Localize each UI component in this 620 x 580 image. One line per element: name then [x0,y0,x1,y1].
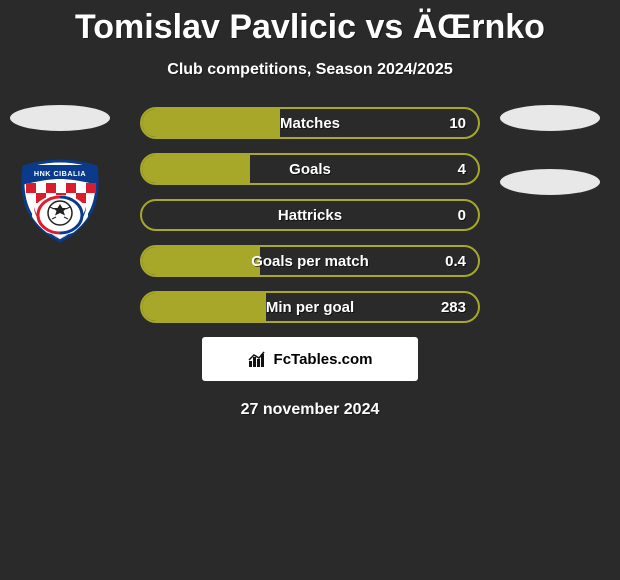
player-left-column: HNK CIBALIA [10,107,110,243]
stat-bar-matches: Matches 10 [140,107,480,139]
stat-label: Goals per match [142,247,478,275]
club-badge-left: HNK CIBALIA [10,159,110,243]
date-label: 27 november 2024 [0,401,620,419]
subtitle: Club competitions, Season 2024/2025 [0,61,620,79]
stat-label: Hattricks [142,201,478,229]
page-title: Tomislav Pavlicic vs ÄŒrnko [0,0,620,47]
stat-bar-goals-per-match: Goals per match 0.4 [140,245,480,277]
player-left-placeholder-1 [10,105,110,131]
stat-bar-goals: Goals 4 [140,153,480,185]
site-badge[interactable]: FcTables.com [202,337,418,381]
stat-value: 10 [449,109,466,137]
stat-bar-hattricks: Hattricks 0 [140,199,480,231]
club-crest-icon: HNK CIBALIA [16,157,104,245]
stat-value: 0 [458,201,466,229]
stat-label: Matches [142,109,478,137]
svg-text:HNK CIBALIA: HNK CIBALIA [34,169,86,178]
player-right-placeholder-1 [500,105,600,131]
stat-bars: Matches 10 Goals 4 Hattricks 0 Goals per… [140,107,480,323]
comparison-content: HNK CIBALIA [0,107,620,419]
stat-value: 0.4 [445,247,466,275]
site-label: FcTables.com [274,351,373,368]
stat-bar-min-per-goal: Min per goal 283 [140,291,480,323]
player-right-placeholder-2 [500,169,600,195]
player-right-column [500,107,600,233]
stat-value: 4 [458,155,466,183]
barchart-icon [248,349,268,369]
stat-label: Goals [142,155,478,183]
stat-label: Min per goal [142,293,478,321]
stat-value: 283 [441,293,466,321]
